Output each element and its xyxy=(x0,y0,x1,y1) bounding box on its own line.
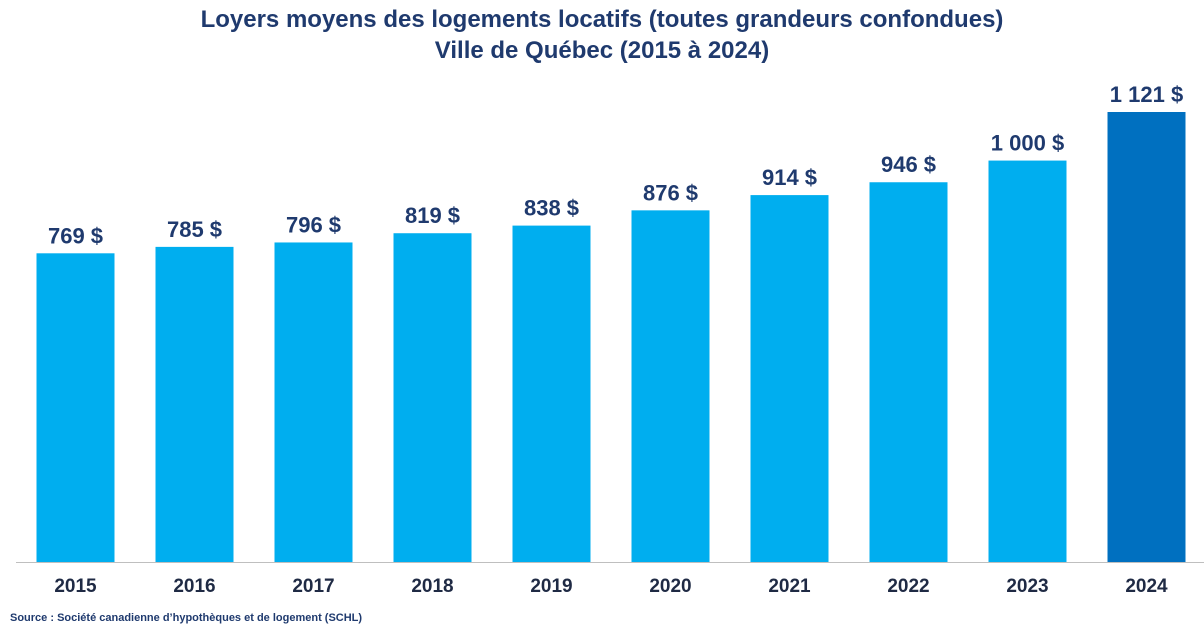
value-label-2019: 838 $ xyxy=(524,196,579,221)
value-label-2021: 914 $ xyxy=(762,165,817,190)
x-tick-2015: 2015 xyxy=(54,576,97,597)
value-label-2015: 769 $ xyxy=(48,223,103,248)
bar-2015 xyxy=(36,253,115,562)
x-tick-2022: 2022 xyxy=(887,576,929,597)
value-label-2023: 1 000 $ xyxy=(991,131,1064,156)
x-tick-2024: 2024 xyxy=(1125,576,1168,597)
value-label-2017: 796 $ xyxy=(286,212,341,237)
value-label-2018: 819 $ xyxy=(405,203,460,228)
bar-2019 xyxy=(512,225,591,562)
bar-2018 xyxy=(393,233,472,562)
bar-2024 xyxy=(1107,112,1186,562)
chart-title: Loyers moyens des logements locatifs (to… xyxy=(200,6,1004,33)
x-tick-2021: 2021 xyxy=(768,576,811,597)
chart-subtitle: Ville de Québec (2015 à 2024) xyxy=(434,37,770,64)
bar-chart: 769 $ 2015 785 $ 2016 796 $ 2017 819 $ 2018 838 … xyxy=(16,82,1204,597)
value-label-2024: 1 121 $ xyxy=(1110,82,1183,107)
x-tick-2019: 2019 xyxy=(530,576,572,597)
x-tick-2020: 2020 xyxy=(649,576,691,597)
bar-2020 xyxy=(631,210,710,563)
x-tick-2016: 2016 xyxy=(173,576,215,597)
x-tick-2018: 2018 xyxy=(411,576,453,597)
value-label-2016: 785 $ xyxy=(167,217,222,242)
x-tick-2023: 2023 xyxy=(1006,576,1048,597)
bar-2017 xyxy=(274,242,353,562)
source-note: Source : Société canadienne d’hypothèque… xyxy=(10,612,363,624)
bar-2023 xyxy=(988,160,1067,563)
chart-title-block: Loyers moyens des logements locatifs (to… xyxy=(0,4,1204,66)
x-tick-2017: 2017 xyxy=(292,576,334,597)
bar-2021 xyxy=(750,195,829,562)
bar-2016 xyxy=(155,246,234,562)
value-label-2022: 946 $ xyxy=(881,152,936,177)
bar-2022 xyxy=(869,182,948,563)
value-label-2020: 876 $ xyxy=(643,180,698,205)
